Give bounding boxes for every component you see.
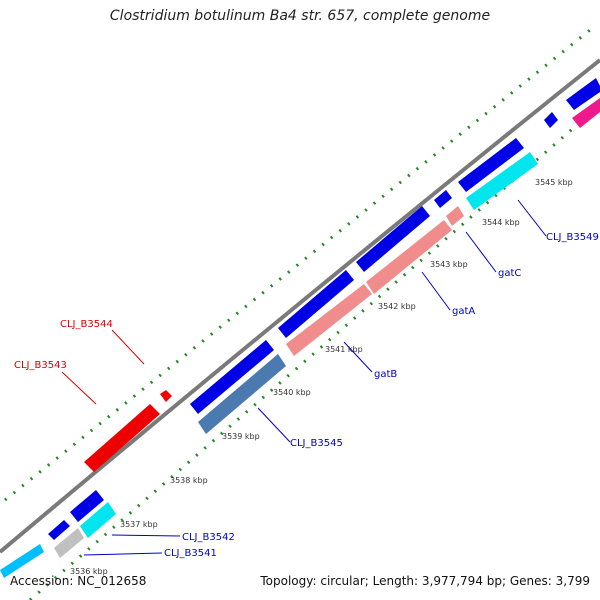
callout-lines [61,199,547,556]
rrna-feature-gatA[interactable] [366,220,452,294]
tick-label: 3540 kbp [273,388,311,397]
callout-line [421,271,451,311]
tick-label: 3536 kbp [70,567,108,576]
gene-label-gatA[interactable]: gatA [452,306,475,317]
cyan-arrow-cluster[interactable] [0,544,44,578]
forward-strand-features [48,78,600,540]
tick-label: 3545 kbp [535,178,573,187]
gene-label-CLJ_B3549[interactable]: CLJ_B3549 [546,232,599,243]
genome-stats-label: Topology: circular; Length: 3,977,794 bp… [260,574,590,588]
gene-label-CLJ_B3545[interactable]: CLJ_B3545 [290,438,343,449]
callout-line [465,231,497,273]
tick-labels: 3536 kbp 3537 kbp 3538 kbp 3539 kbp 3540… [70,178,573,576]
callout-line [61,371,97,405]
cds-feature[interactable] [190,340,274,414]
rrna-feature-gatB[interactable] [286,284,372,356]
callout-line [343,341,373,373]
tick-label: 3543 kbp [430,260,468,269]
tick-label: 3537 kbp [120,520,158,529]
cds-feature[interactable] [458,138,524,192]
cyan-feature-CLJ_B3542[interactable] [80,502,116,538]
genome-backbone [0,58,600,554]
outer-dotted-track [4,28,591,502]
callout-line [111,329,145,365]
steelblue-feature-CLJ_B3545[interactable] [198,354,286,434]
cds-feature[interactable] [566,78,600,110]
tick-label: 3542 kbp [378,302,416,311]
tick-label: 3538 kbp [170,476,208,485]
cds-feature-gene-CLJ_B3543[interactable] [84,404,160,472]
callout-line [83,552,163,556]
gray-feature[interactable] [54,528,84,558]
cds-feature[interactable] [278,270,354,338]
gene-label-CLJ_B3542[interactable]: CLJ_B3542 [182,532,235,543]
rrna-feature-gatC[interactable] [446,206,464,226]
map-title: Clostridium botulinum Ba4 str. 657, comp… [109,8,491,24]
gene-label-CLJ_B3544[interactable]: CLJ_B3544 [60,319,113,330]
feature-labels: CLJ_B3541 CLJ_B3542 CLJ_B3545 gatB gatA … [14,232,599,559]
gene-label-gatB[interactable]: gatB [374,369,397,380]
gene-label-gatC[interactable]: gatC [498,268,521,279]
tick-label: 3541 kbp [325,345,363,354]
gene-label-CLJ_B3541[interactable]: CLJ_B3541 [164,548,217,559]
callout-line [111,534,181,537]
tick-label: 3539 kbp [222,432,260,441]
cds-feature-gene-CLJ_B3544[interactable] [160,390,172,402]
gene-label-CLJ_B3543[interactable]: CLJ_B3543 [14,360,67,371]
cds-feature[interactable] [48,520,70,540]
callout-line [257,407,291,443]
cds-feature[interactable] [544,112,558,128]
magenta-feature[interactable] [572,98,600,128]
cds-feature[interactable] [356,206,430,272]
reverse-strand-features [0,98,600,578]
tick-label: 3544 kbp [482,218,520,227]
cds-feature[interactable] [70,490,104,522]
cds-feature[interactable] [434,190,452,208]
cyan-feature-CLJ_B3549[interactable] [466,152,538,210]
accession-label: Accession: NC_012658 [10,574,147,588]
callout-line [517,199,547,237]
